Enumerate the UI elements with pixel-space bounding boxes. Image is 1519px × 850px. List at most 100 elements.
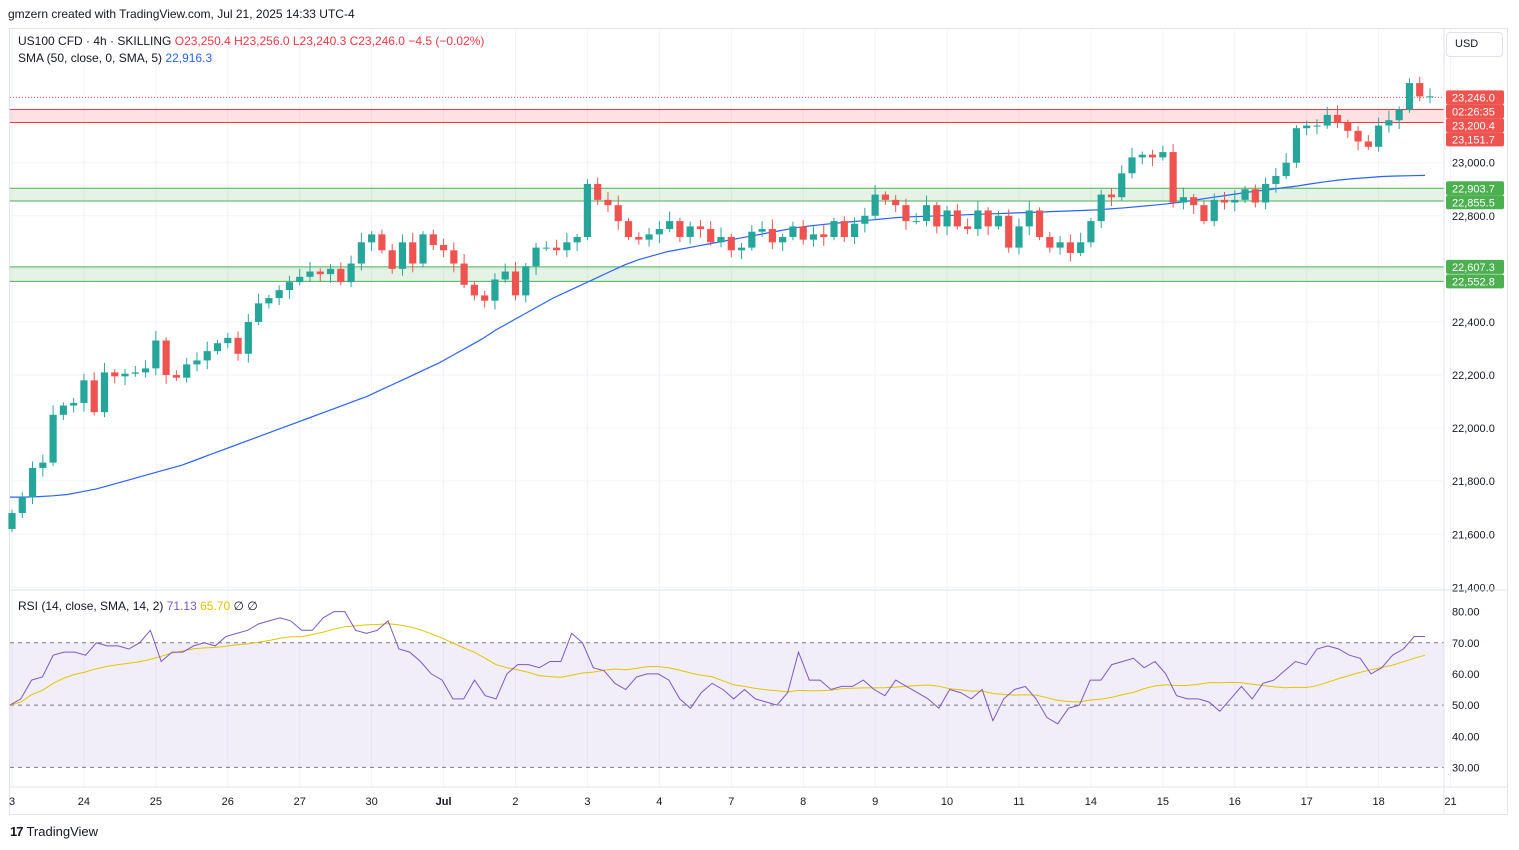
- time-tick-label: 16: [1229, 796, 1241, 808]
- price-label-bg: [1446, 259, 1504, 274]
- time-tick-label: 8: [800, 796, 806, 808]
- candle: [779, 233, 787, 252]
- candle: [1087, 217, 1095, 248]
- candle-body: [881, 194, 890, 200]
- candle: [542, 241, 550, 251]
- candle: [306, 261, 314, 282]
- candle-body: [193, 360, 201, 365]
- candle-body: [830, 221, 838, 238]
- candle: [121, 368, 129, 386]
- candle: [717, 227, 725, 248]
- candle-body: [799, 226, 807, 240]
- open-value: O23,250.4: [174, 34, 231, 48]
- sma-value: 22,916.3: [165, 51, 213, 65]
- candle: [943, 205, 951, 236]
- candle: [90, 372, 98, 416]
- candle: [326, 264, 335, 283]
- sma-label[interactable]: SMA (50, close, 0, SMA, 5): [18, 51, 163, 65]
- candle-body: [696, 226, 705, 230]
- time-tick-label: 14: [1085, 796, 1097, 808]
- candle: [1046, 232, 1054, 253]
- time-tick-label: Jul: [436, 796, 452, 808]
- candle-body: [131, 372, 139, 374]
- candle: [666, 211, 674, 233]
- candle-body: [871, 194, 879, 216]
- price-label-bg: [1446, 118, 1504, 133]
- high-value: H23,256.0: [234, 34, 290, 48]
- candle: [563, 232, 571, 258]
- candle-body: [707, 229, 715, 243]
- candle-body: [265, 298, 273, 304]
- candle-body: [1138, 154, 1146, 158]
- candle-body: [121, 373, 129, 377]
- candle: [748, 225, 756, 251]
- candle-body: [645, 234, 653, 240]
- candle-body: [460, 263, 468, 285]
- candle-body: [90, 380, 98, 413]
- rsi-tick-label: 30.00: [1452, 762, 1480, 774]
- candle: [922, 195, 931, 227]
- candle-body: [1056, 242, 1064, 248]
- candle-body: [1385, 120, 1393, 126]
- candle-body: [1087, 221, 1095, 243]
- rsi-label[interactable]: RSI (14, close, SMA, 14, 2): [18, 599, 164, 613]
- tradingview-logo-icon[interactable]: 17: [10, 824, 24, 839]
- candle-body: [409, 242, 417, 264]
- candle-body: [604, 199, 612, 206]
- candle-body: [481, 295, 489, 301]
- price-label-bg: [1446, 195, 1504, 210]
- candle: [799, 220, 807, 245]
- candle: [1107, 188, 1116, 206]
- legend-sma: SMA (50, close, 0, SMA, 5) 22,916.3: [18, 51, 212, 65]
- candle-body: [1046, 237, 1054, 248]
- candle: [111, 369, 119, 384]
- candle-body: [737, 247, 746, 251]
- time-tick-label: 25: [150, 796, 162, 808]
- rsi-tick-label: 60.00: [1452, 669, 1480, 681]
- candle: [429, 229, 437, 251]
- time-tick-label: 30: [366, 796, 378, 808]
- currency-selector[interactable]: USD: [1446, 32, 1503, 57]
- candle-body: [1354, 130, 1362, 142]
- candle: [902, 198, 910, 230]
- symbol-label[interactable]: US100 CFD · 4h · SKILLING: [18, 34, 172, 48]
- support-1-zone: [10, 188, 1444, 202]
- candle: [1251, 184, 1259, 208]
- chart-frame: [9, 28, 1508, 815]
- candle: [255, 293, 263, 326]
- close-value: C23,246.0: [349, 34, 405, 48]
- candle: [830, 217, 838, 241]
- candle: [594, 177, 602, 205]
- price-tick-label: 21,400.0: [1452, 582, 1495, 594]
- candle-body: [953, 210, 961, 227]
- candle-body: [1323, 114, 1331, 126]
- candle-body: [573, 237, 581, 243]
- candle: [152, 330, 160, 376]
- price-label: 22,552.8: [1452, 276, 1495, 288]
- candle: [439, 238, 448, 258]
- candle: [676, 217, 684, 243]
- brand-name[interactable]: TradingView: [26, 824, 99, 839]
- candle-body: [357, 242, 365, 264]
- candle: [1333, 105, 1342, 128]
- candle-body: [8, 513, 16, 529]
- candle: [1066, 234, 1074, 262]
- candle-body: [1292, 128, 1301, 163]
- candle-body: [368, 234, 376, 243]
- price-tick-label: 21,600.0: [1452, 529, 1495, 541]
- candle-body: [203, 351, 211, 361]
- candle: [409, 232, 417, 273]
- candle-body: [100, 372, 109, 413]
- candle-body: [974, 210, 982, 230]
- axes: 21,400.0 21,600.0 21,800.0 22,000.0 22,200.0…: [9, 28, 1508, 815]
- candle: [8, 509, 16, 533]
- candle-body: [1005, 215, 1013, 248]
- candle-body: [1159, 152, 1167, 158]
- candle-body: [892, 199, 900, 206]
- candle-body: [1107, 194, 1116, 198]
- candle: [224, 333, 232, 349]
- candle: [481, 290, 489, 308]
- candle-body: [141, 368, 150, 373]
- rsi-line: [9, 611, 1425, 725]
